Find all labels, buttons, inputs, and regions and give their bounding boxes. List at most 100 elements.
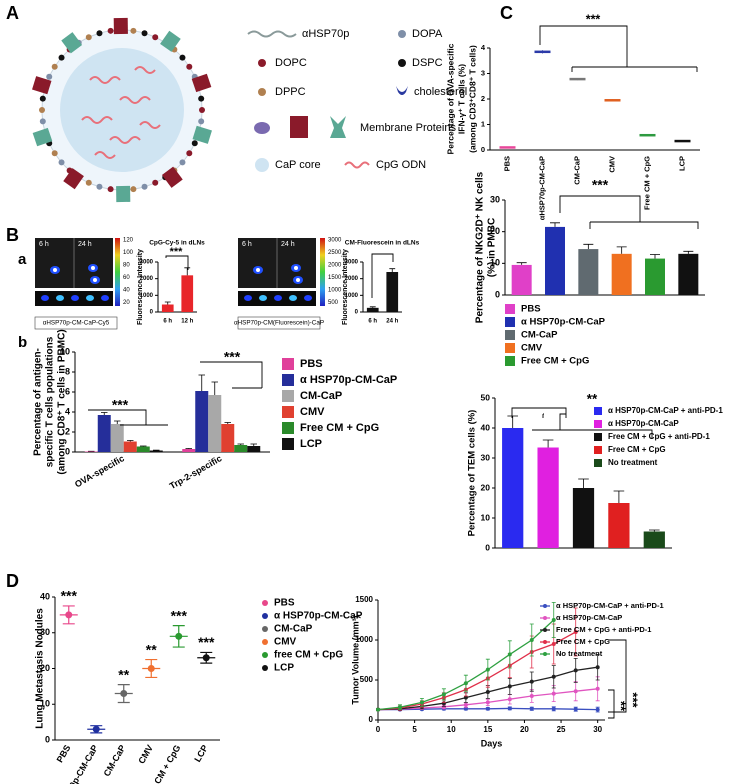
x-tick-label: PBS: [55, 743, 73, 764]
y-tick-label: 10: [40, 699, 50, 709]
point: [175, 632, 183, 640]
time-label: 24 h: [281, 241, 295, 248]
colorbar-label: 60: [123, 275, 130, 281]
x-tick-label: αHSP70p-CM-CaP: [537, 156, 546, 220]
legend-label: Free CM + CpG + anti-PD-1: [556, 625, 651, 634]
icon: [330, 116, 346, 138]
cpg-strands: [81, 66, 161, 159]
y-tick-label: 6: [65, 386, 70, 396]
x-tick-label: CM-CaP: [572, 156, 581, 185]
panel-label: A: [6, 3, 19, 23]
x-tick-label: 6 h: [163, 319, 172, 325]
legend-label: No treatment: [608, 458, 658, 467]
legend-swatch: [505, 356, 515, 366]
legend-swatch: [262, 600, 268, 606]
x-tick-label: LCP: [677, 156, 686, 171]
colorbar: [115, 238, 120, 306]
y-tick-label: 2000: [140, 276, 154, 282]
legend-label: α HSP70p-CM-CaP: [556, 613, 622, 622]
x-axis-label: Days: [481, 738, 503, 748]
y-tick-label: 1000: [355, 635, 373, 644]
y-axis-label: (among CD3⁺CD8⁺ T cells): [467, 45, 477, 153]
significance: ***: [171, 607, 188, 623]
legend-label: Free CM + CpG: [608, 445, 666, 454]
membrane-protein: [192, 125, 212, 144]
error-bar: [237, 443, 244, 445]
bar: [678, 253, 699, 295]
error-bar: [578, 478, 589, 488]
error-bar: [650, 254, 660, 259]
legend-text: αHSP70p: [302, 28, 349, 40]
y-axis-label: (among CD8⁺ T cells in PBMC): [57, 329, 68, 474]
error-bar: [184, 267, 191, 276]
legend-label: CM-CaP: [300, 390, 342, 402]
x-tick-label: LCP: [192, 743, 210, 764]
icon: [344, 161, 370, 169]
membrane-protein: [61, 32, 83, 54]
bar: [161, 304, 174, 312]
error-bar: [542, 439, 554, 448]
significance: **: [614, 701, 629, 712]
bar: [136, 446, 150, 452]
error-bar: [507, 415, 519, 428]
y-axis-label: Fluorescence Intensity: [342, 249, 349, 325]
error-bar: [101, 412, 108, 415]
colorbar-label: 20: [123, 300, 130, 306]
caption-box: [34, 316, 118, 330]
legend-label: α HSP70p-CM-CaP: [274, 611, 363, 622]
cpg: [134, 66, 156, 74]
legend-swatch: [594, 446, 602, 454]
colorbar-label: 3000: [328, 238, 342, 244]
caption-box: [237, 316, 321, 330]
error-bar: [369, 306, 376, 308]
x-tick-label: 25: [557, 725, 566, 734]
membrane-protein: [160, 30, 181, 52]
signal: [304, 295, 312, 301]
signal: [86, 295, 94, 301]
y-axis-label: (%) in PMBC: [487, 218, 498, 277]
bar: [366, 307, 379, 312]
point: [92, 725, 100, 733]
lipid-head: [46, 73, 53, 80]
legend-label: PBS: [274, 598, 295, 609]
error-bar: [550, 222, 560, 227]
x-tick-label: 10: [447, 725, 456, 734]
legend-label: CMV: [274, 637, 297, 648]
time-label: 6 h: [39, 241, 49, 248]
significance-bracket: [88, 361, 263, 426]
x-tick-label: PBS: [502, 156, 511, 171]
lipid-head: [51, 63, 58, 70]
legend-text: DOPC: [275, 57, 307, 69]
bar: [611, 253, 632, 295]
bar: [110, 424, 124, 452]
legend-swatch: [594, 433, 602, 441]
legend-text: CpG ODN: [376, 159, 426, 171]
legend-swatch: [543, 616, 547, 620]
legend-label: Free CM + CpG: [521, 356, 589, 367]
legend-swatch: [594, 420, 602, 428]
x-tick-label: 24 h: [386, 319, 398, 325]
lipid-head: [39, 118, 46, 125]
bar: [572, 488, 595, 548]
significance: **: [146, 641, 157, 657]
y-tick-label: 30: [490, 194, 500, 204]
y-axis-label: Percentage of NKG2D⁺ NK cells: [475, 171, 486, 323]
legend-swatch: [505, 330, 515, 340]
legend-swatch: [543, 640, 547, 644]
error-bar: [683, 250, 694, 254]
image-caption: αHSP70p-CM(Fluorescein)-CaP: [234, 320, 324, 327]
signal: [289, 295, 297, 301]
y-tick-label: 1000: [345, 293, 359, 299]
icon: [258, 88, 266, 96]
lipid-head: [39, 95, 46, 102]
bar: [545, 226, 565, 295]
x-tick-label: 30: [593, 725, 602, 734]
bar: [182, 449, 196, 452]
y-tick-label: 10: [60, 346, 70, 356]
legend-text: cholesterol: [414, 86, 467, 98]
bar: [97, 415, 111, 452]
bar: [208, 395, 222, 452]
lipid-head: [141, 183, 148, 190]
membrane-protein: [113, 17, 128, 35]
